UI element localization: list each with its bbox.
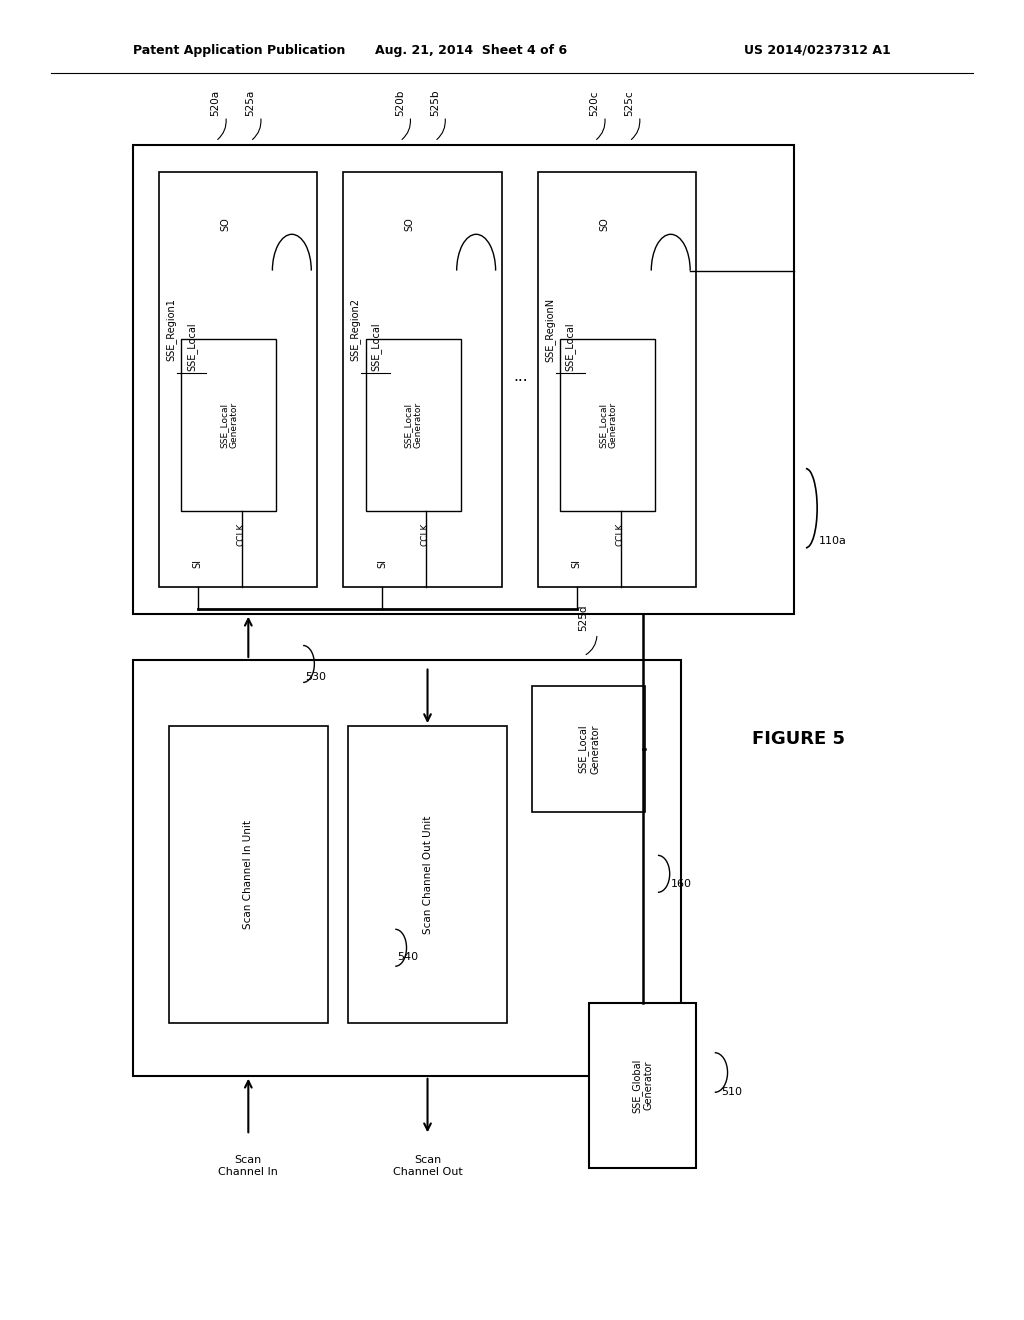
Text: SO: SO bbox=[404, 218, 415, 231]
Bar bbox=[560, 339, 655, 511]
Text: Scan Channel In Unit: Scan Channel In Unit bbox=[244, 820, 253, 929]
Text: 520a: 520a bbox=[211, 90, 220, 116]
Text: SSE_Region1: SSE_Region1 bbox=[166, 298, 176, 362]
Text: 520b: 520b bbox=[395, 90, 404, 116]
Text: SI: SI bbox=[193, 560, 203, 568]
Text: SI: SI bbox=[571, 560, 582, 568]
Text: SO: SO bbox=[599, 218, 609, 231]
Text: SSE_Local: SSE_Local bbox=[186, 322, 197, 371]
Text: Patent Application Publication: Patent Application Publication bbox=[133, 44, 345, 57]
Text: 110a: 110a bbox=[819, 536, 847, 546]
Text: SSE_Local: SSE_Local bbox=[565, 322, 575, 371]
Bar bbox=[133, 145, 794, 614]
Text: SSE_Local
Generator: SSE_Local Generator bbox=[403, 403, 423, 447]
Text: CCLK: CCLK bbox=[421, 523, 430, 546]
Text: Scan
Channel Out: Scan Channel Out bbox=[392, 1155, 463, 1176]
Text: 525d: 525d bbox=[579, 605, 589, 631]
Text: US 2014/0237312 A1: US 2014/0237312 A1 bbox=[744, 44, 891, 57]
Text: 540: 540 bbox=[397, 952, 418, 962]
Bar bbox=[538, 172, 696, 587]
Text: 525b: 525b bbox=[430, 90, 439, 116]
Text: SSE_Region2: SSE_Region2 bbox=[350, 298, 360, 362]
Text: 525c: 525c bbox=[625, 90, 634, 116]
Bar bbox=[159, 172, 317, 587]
Bar bbox=[181, 339, 276, 511]
Text: SSE_Global
Generator: SSE_Global Generator bbox=[632, 1059, 653, 1113]
Text: 525a: 525a bbox=[246, 90, 255, 116]
Text: FIGURE 5: FIGURE 5 bbox=[753, 730, 845, 748]
Text: SSE_Local
Generator: SSE_Local Generator bbox=[578, 725, 600, 774]
Text: SSE_RegionN: SSE_RegionN bbox=[545, 297, 555, 362]
Text: Scan Channel Out Unit: Scan Channel Out Unit bbox=[423, 816, 432, 933]
Text: 510: 510 bbox=[722, 1088, 742, 1097]
Text: SI: SI bbox=[377, 560, 387, 568]
Bar bbox=[589, 1003, 696, 1168]
Text: Aug. 21, 2014  Sheet 4 of 6: Aug. 21, 2014 Sheet 4 of 6 bbox=[375, 44, 567, 57]
Bar bbox=[532, 686, 645, 812]
Text: 530: 530 bbox=[305, 672, 326, 682]
Text: Scan
Channel In: Scan Channel In bbox=[218, 1155, 279, 1176]
Bar bbox=[366, 339, 461, 511]
Text: CCLK: CCLK bbox=[615, 523, 625, 546]
Text: SO: SO bbox=[220, 218, 230, 231]
Bar bbox=[348, 726, 507, 1023]
Text: SSE_Local
Generator: SSE_Local Generator bbox=[219, 403, 239, 447]
Bar bbox=[169, 726, 328, 1023]
Text: ...: ... bbox=[513, 368, 527, 384]
Text: SSE_Local
Generator: SSE_Local Generator bbox=[598, 403, 617, 447]
Bar bbox=[133, 660, 681, 1076]
Text: 160: 160 bbox=[672, 879, 692, 890]
Bar bbox=[343, 172, 502, 587]
Text: SSE_Local: SSE_Local bbox=[371, 322, 381, 371]
Text: CCLK: CCLK bbox=[237, 523, 246, 546]
Text: 520c: 520c bbox=[590, 90, 599, 116]
